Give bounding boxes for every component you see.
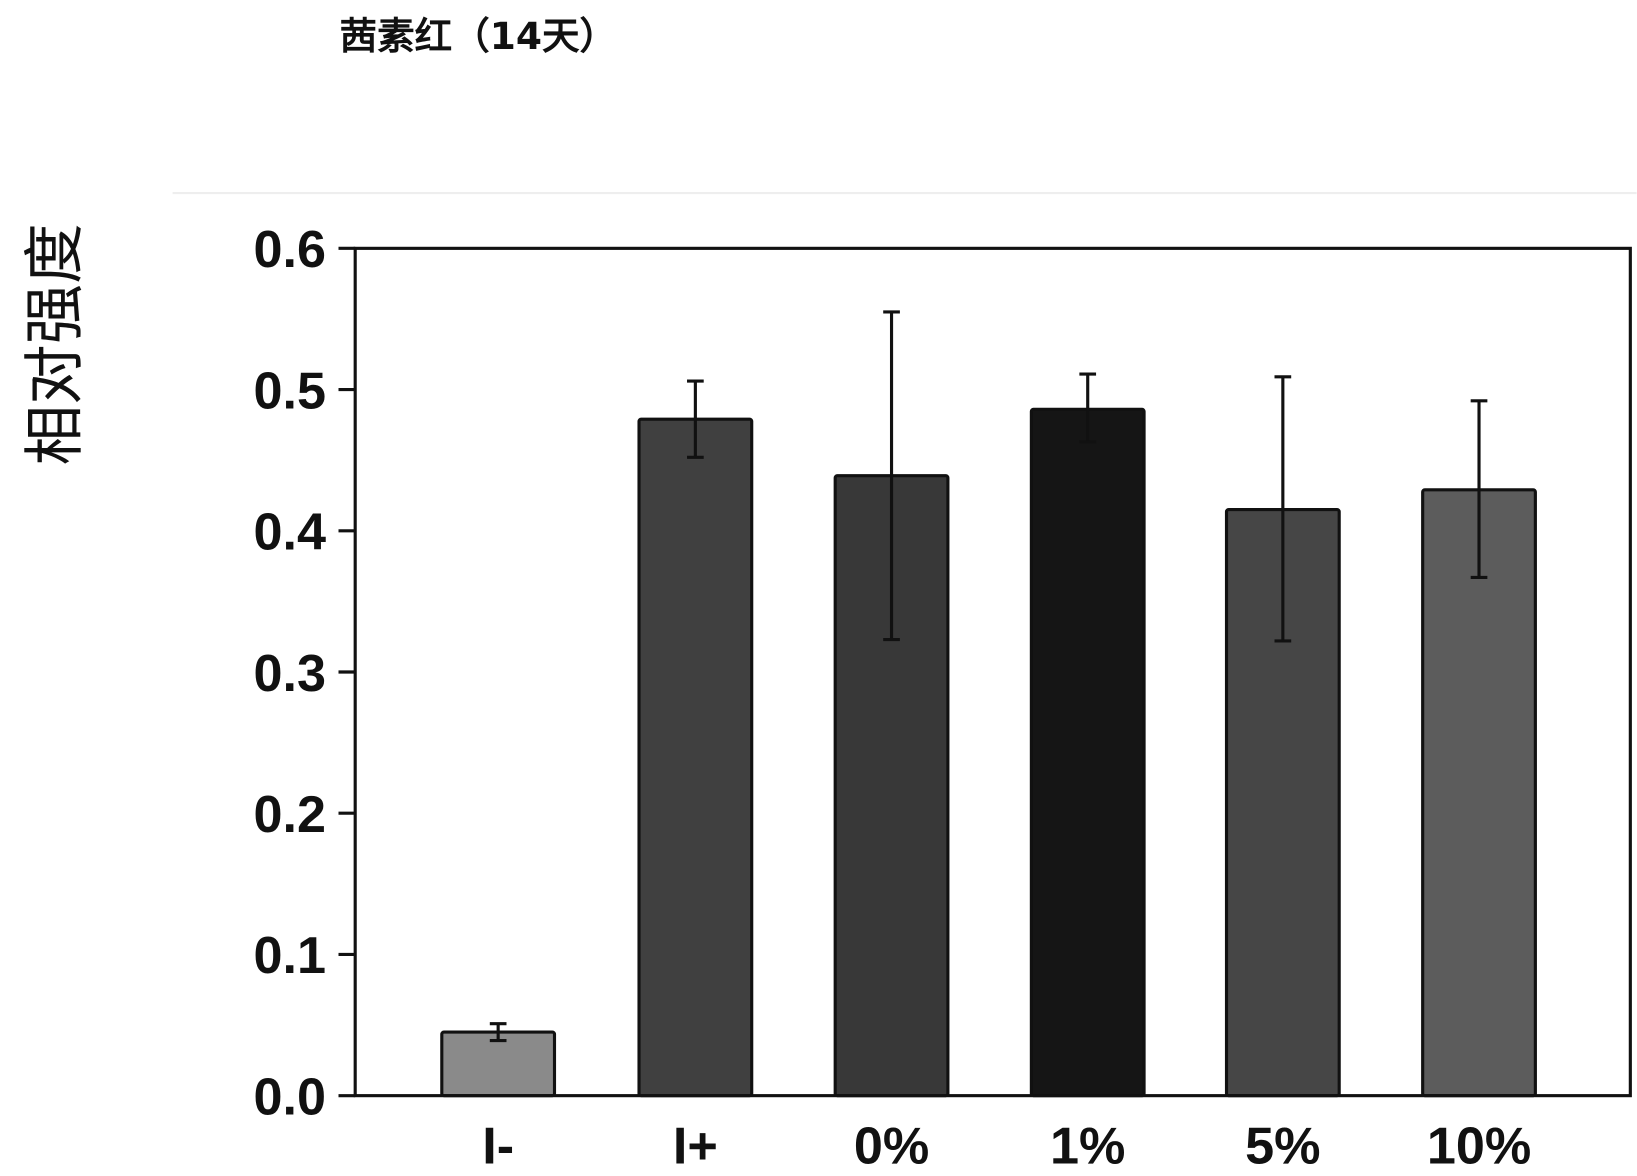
y-tick-label: 0.2 <box>253 786 326 844</box>
y-tick-label: 0.1 <box>253 927 326 985</box>
x-tick-label: 5% <box>1245 1117 1320 1175</box>
y-tick-label: 0.6 <box>253 221 326 279</box>
bar-1% <box>1029 407 1146 1098</box>
plot-area: I- I+ 0% 1% 5% 10% 0.0 0.1 0.2 0.3 0.4 0.5 0.6 <box>253 221 1632 1175</box>
y-tick-label: 0.4 <box>253 504 326 562</box>
x-tick-label: I- <box>482 1117 514 1175</box>
x-tick-label: 10% <box>1427 1117 1531 1175</box>
bar-10% <box>1421 488 1537 1098</box>
y-axis-label: 相对强度 <box>21 223 91 465</box>
x-tick-label: I+ <box>673 1117 718 1175</box>
y-tick-label: 0.5 <box>253 362 326 420</box>
bar-I+ <box>637 417 754 1098</box>
x-tick-label: 0% <box>854 1117 929 1175</box>
y-tick-label: 0.0 <box>253 1068 326 1126</box>
y-tick-label: 0.3 <box>253 645 326 703</box>
x-tick-label: 1% <box>1050 1117 1125 1175</box>
chart-title: 茜素红（14天） <box>340 14 618 58</box>
